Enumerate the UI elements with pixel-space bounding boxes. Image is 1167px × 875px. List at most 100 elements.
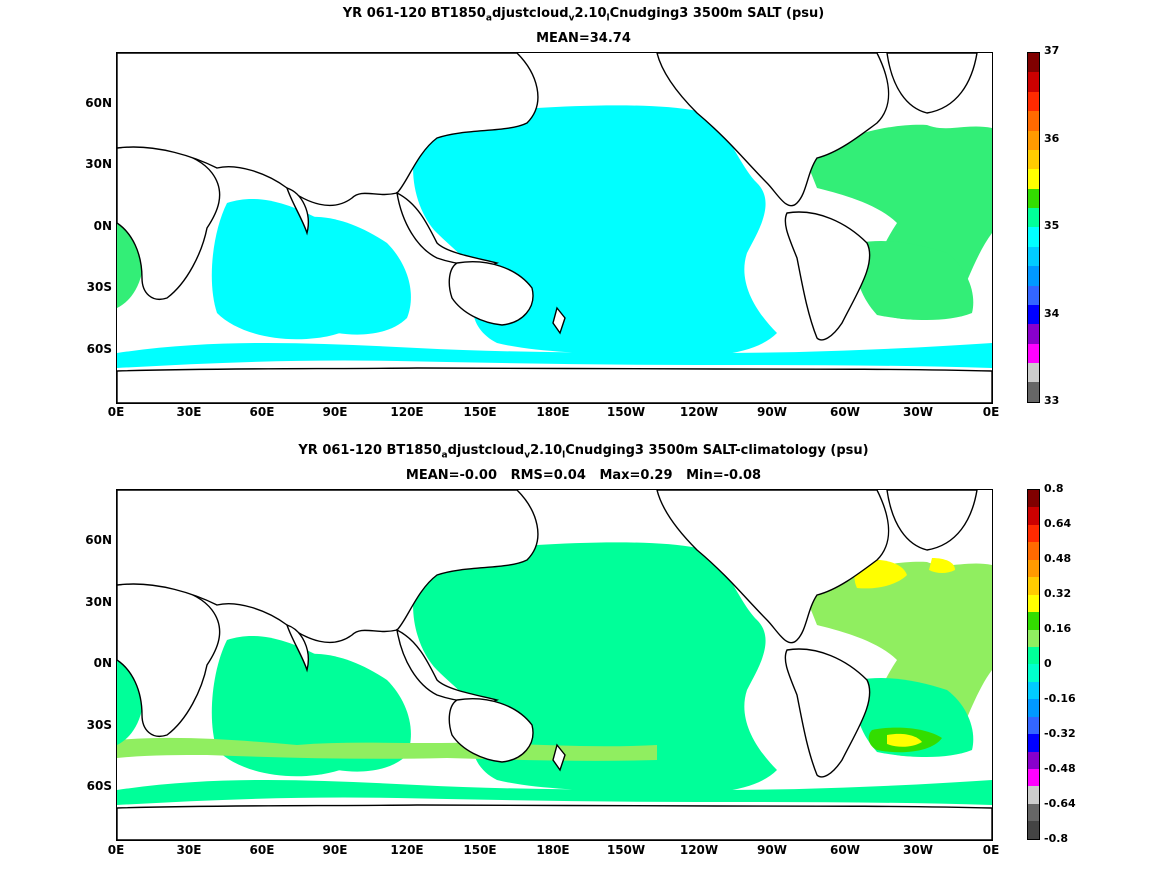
lat-label: 0N <box>93 219 112 233</box>
lat-label: 30N <box>85 157 112 171</box>
south-america <box>784 648 871 778</box>
lat-label: 30N <box>85 595 112 609</box>
colorbar-swatch <box>1028 734 1039 752</box>
colorbar-swatch <box>1028 646 1039 665</box>
colorbar-label: 33 <box>1044 394 1060 407</box>
lon-label: 120E <box>390 405 424 419</box>
lat-label: 60N <box>85 533 112 547</box>
africa <box>117 146 221 300</box>
lon-label: 180E <box>536 405 570 419</box>
bottom-map-svg <box>117 490 992 840</box>
bottom-colorbar <box>1027 489 1040 840</box>
lon-label: 0E <box>982 405 1000 419</box>
lon-label: 30E <box>176 843 202 857</box>
lon-label: 30W <box>903 405 933 419</box>
colorbar-swatch <box>1028 227 1039 247</box>
lon-label: 150W <box>606 405 646 419</box>
colorbar-label: 0.32 <box>1044 587 1072 600</box>
colorbar-swatch <box>1028 786 1039 804</box>
title-subscript: a <box>441 450 448 461</box>
colorbar-label: -0.32 <box>1044 727 1076 740</box>
lon-label: 90E <box>322 405 348 419</box>
colorbar-swatch <box>1028 208 1039 228</box>
africa <box>117 583 221 737</box>
indian-ocean-field-2 <box>293 653 411 772</box>
colorbar-swatch <box>1028 130 1039 150</box>
colorbar-swatch <box>1028 821 1039 839</box>
colorbar-swatch <box>1028 577 1039 595</box>
southern-ocean-field <box>117 780 992 805</box>
title-subscript: v <box>568 13 575 24</box>
bottom-land <box>117 490 992 840</box>
colorbar-swatch <box>1028 803 1039 822</box>
lon-label: 150E <box>463 405 497 419</box>
colorbar-label: -0.16 <box>1044 692 1076 705</box>
indian-ocean-field-2 <box>293 216 411 335</box>
north-america <box>656 490 890 644</box>
colorbar-swatch <box>1028 681 1039 700</box>
colorbar-swatch <box>1028 363 1039 383</box>
title-text: Cnudging3 3500m SALT-climatology (psu) <box>565 443 869 458</box>
colorbar-swatch <box>1028 559 1039 578</box>
title-subscript: l <box>562 450 566 461</box>
lon-label: 120W <box>679 843 719 857</box>
lon-label: 180E <box>536 843 570 857</box>
lon-label: 0E <box>107 843 125 857</box>
maritime-continent <box>396 628 500 704</box>
top-colorbar <box>1027 52 1040 403</box>
colorbar-swatch <box>1028 285 1039 305</box>
south-america <box>784 211 871 341</box>
colorbar-swatch <box>1028 246 1039 267</box>
lon-label: 0E <box>107 405 125 419</box>
bottom-panel-stats: MEAN=-0.00 RMS=0.04 Max=0.29 Min=-0.08 <box>405 468 762 483</box>
colorbar-swatch <box>1028 769 1039 787</box>
colorbar-swatch <box>1028 382 1039 402</box>
colorbar-swatch <box>1028 304 1039 325</box>
colorbar-label: -0.64 <box>1044 797 1076 810</box>
colorbar-swatch <box>1028 716 1039 735</box>
australia <box>448 698 534 763</box>
north-america <box>656 53 890 207</box>
colorbar-swatch <box>1028 53 1039 73</box>
colorbar-label: 35 <box>1044 219 1060 232</box>
lon-label: 60E <box>249 843 275 857</box>
lat-label: 60S <box>86 779 112 793</box>
australia <box>448 261 534 326</box>
colorbar-label: 0.8 <box>1044 482 1064 495</box>
eurasia <box>117 490 539 644</box>
title-text: 2.10 <box>574 6 607 21</box>
colorbar-swatch <box>1028 507 1039 525</box>
colorbar-label: -0.48 <box>1044 762 1076 775</box>
top-salinity-map <box>116 52 993 404</box>
colorbar-swatch <box>1028 524 1039 543</box>
title-text: 2.10 <box>530 443 563 458</box>
title-text: Cnudging3 3500m SALT (psu) <box>609 6 825 21</box>
colorbar-swatch <box>1028 169 1039 189</box>
lon-label: 60W <box>830 843 860 857</box>
title-text: YR 061-120 BT1850 <box>342 6 486 21</box>
antarctica <box>117 367 992 403</box>
colorbar-swatch <box>1028 266 1039 286</box>
greenland <box>886 490 978 551</box>
title-text: djustcloud <box>447 443 525 458</box>
colorbar-swatch <box>1028 629 1039 647</box>
colorbar-swatch <box>1028 612 1039 630</box>
colorbar-swatch <box>1028 188 1039 208</box>
colorbar-swatch <box>1028 664 1039 682</box>
top-panel-title: YR 061-120 BT1850adjustcloudv2.10lCnudgi… <box>0 6 1167 24</box>
colorbar-label: 0.16 <box>1044 622 1072 635</box>
lon-label: 90W <box>757 405 787 419</box>
lon-label: 90W <box>757 843 787 857</box>
eurasia <box>117 53 539 207</box>
maritime-continent <box>396 191 500 267</box>
top-map-svg <box>117 53 992 403</box>
title-subscript: v <box>524 450 531 461</box>
colorbar-swatch <box>1028 594 1039 613</box>
colorbar-label: 34 <box>1044 307 1060 320</box>
title-subscript: a <box>485 13 492 24</box>
greenland <box>886 53 978 114</box>
lat-label: 60S <box>86 342 112 356</box>
atlantic-south-yellow <box>887 733 922 747</box>
india <box>285 186 309 236</box>
colorbar-swatch <box>1028 111 1039 131</box>
